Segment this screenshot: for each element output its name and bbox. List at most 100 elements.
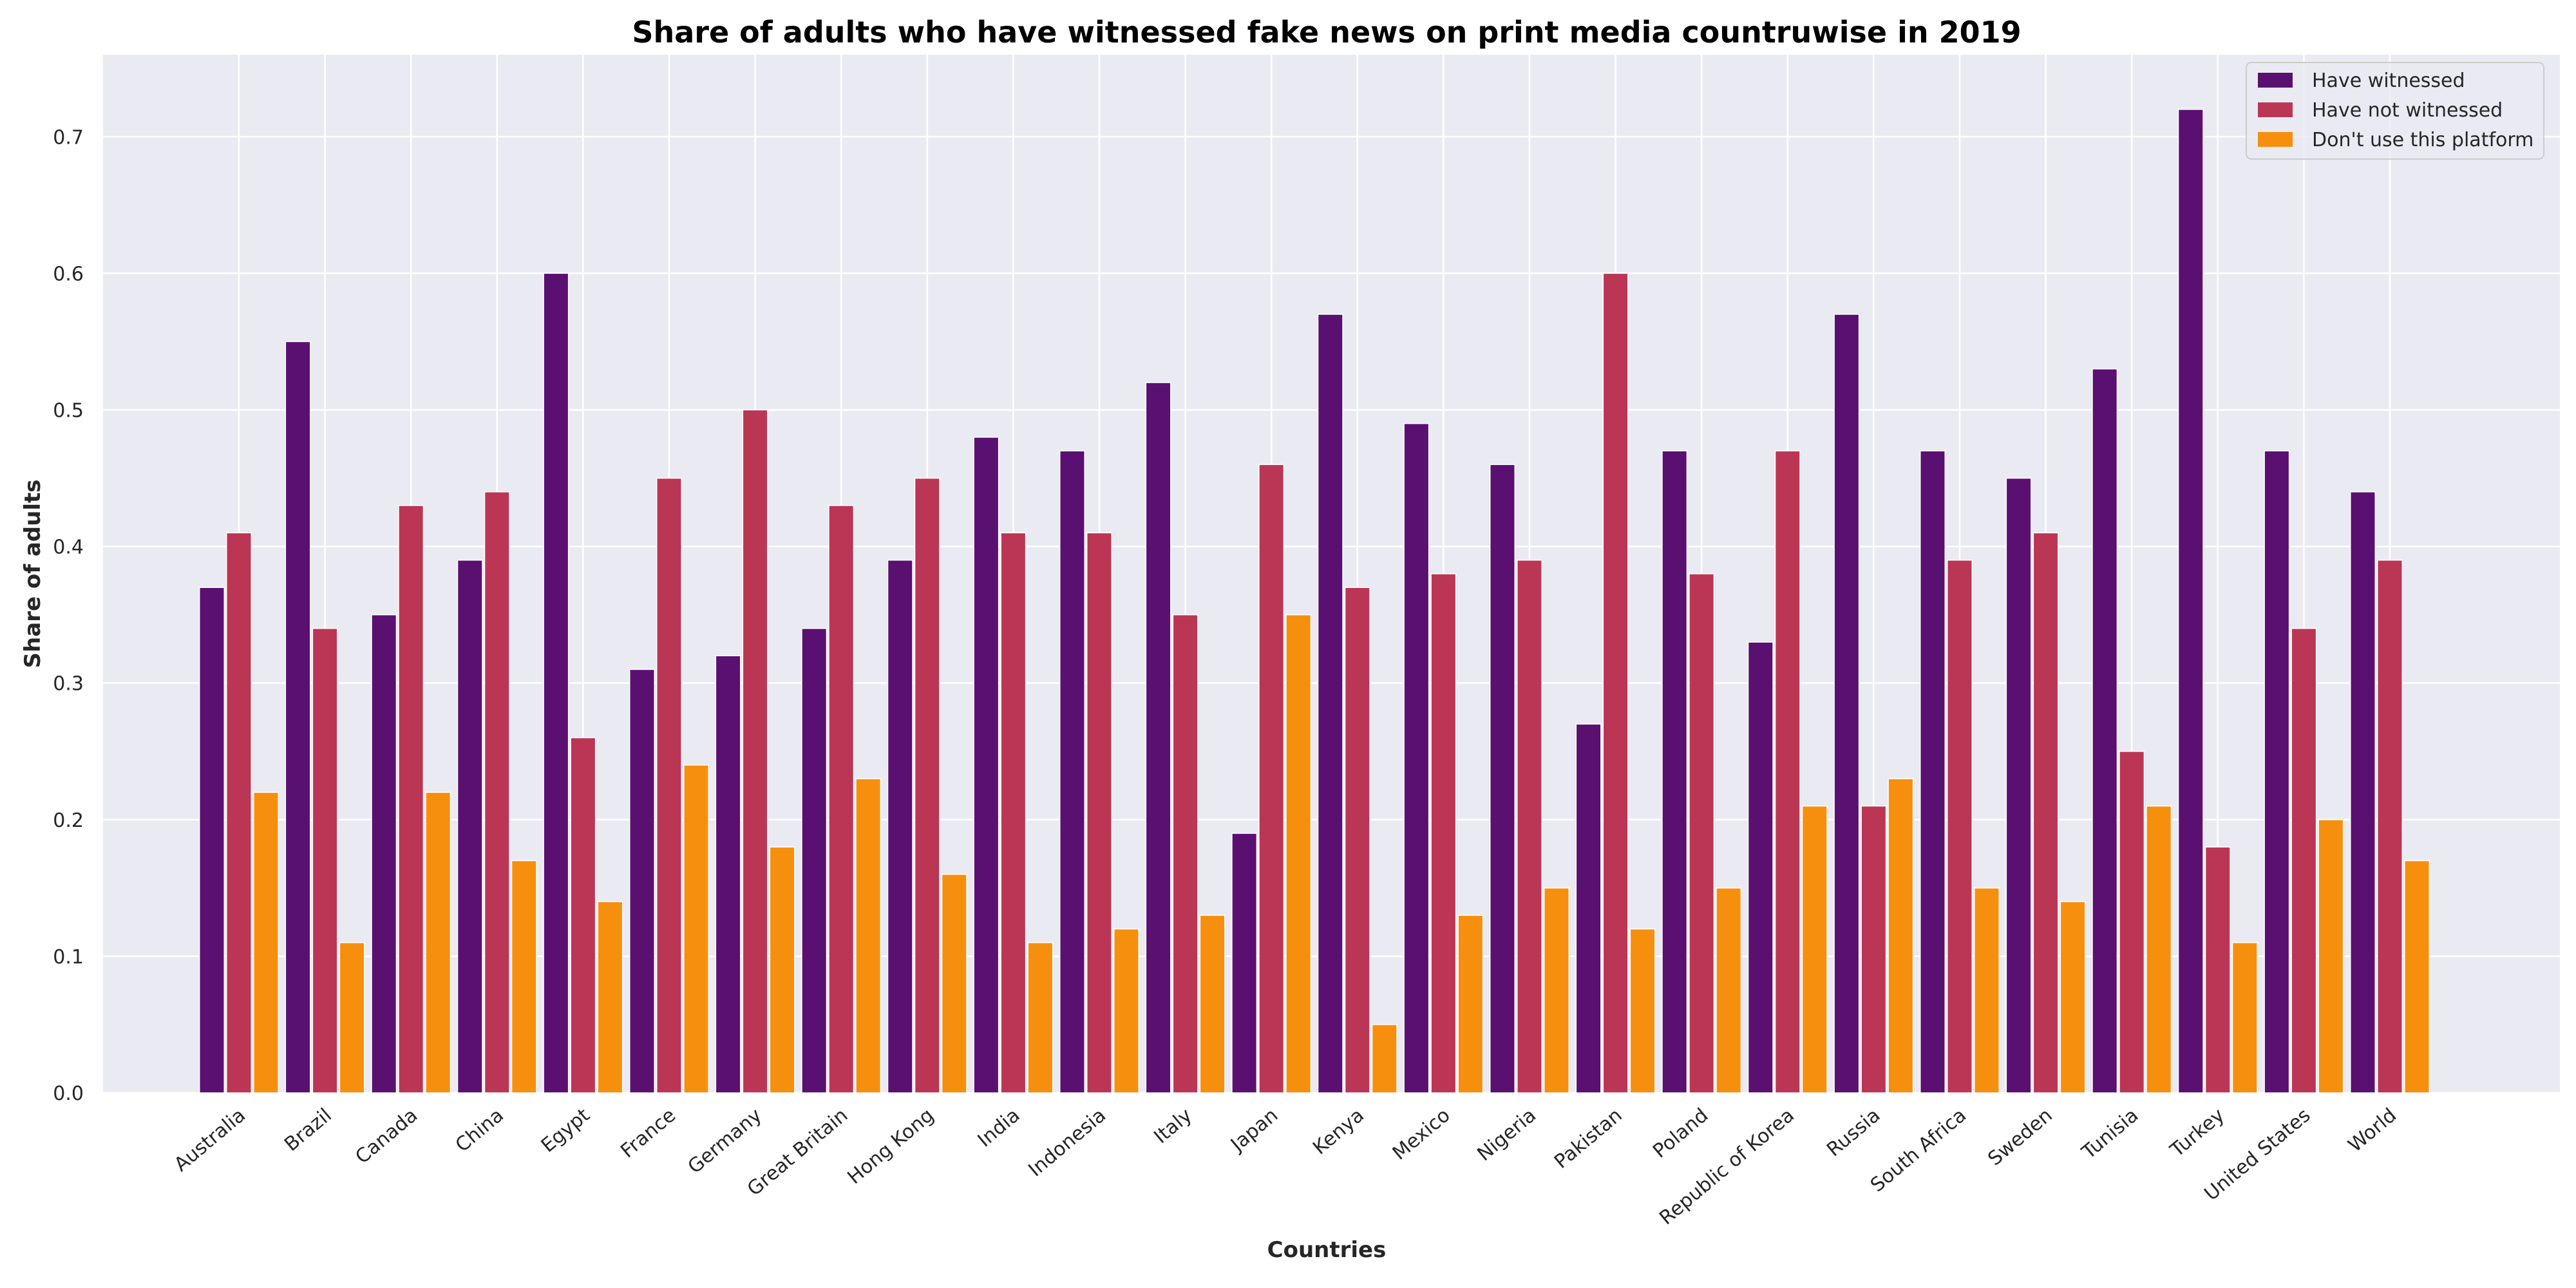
bar-kenya-series-1: [1344, 587, 1370, 1094]
chart-title: Share of adults who have witnessed fake …: [632, 15, 2021, 50]
bar-australia-series-1: [226, 532, 252, 1094]
bar-japan-series-1: [1258, 464, 1285, 1094]
legend-swatch: [2258, 102, 2293, 117]
bar-russia-series-0: [1833, 314, 1860, 1094]
legend: Have witnessed Have not witnessed Don't us…: [2246, 62, 2544, 160]
bar-tunisia-series-0: [2092, 368, 2118, 1094]
bar-australia-series-2: [253, 791, 279, 1094]
legend-swatch: [2258, 73, 2293, 88]
legend-label: Have not witnessed: [2312, 99, 2503, 122]
bar-pakistan-series-1: [1602, 272, 1629, 1094]
bar-south-africa-series-1: [1947, 560, 1973, 1094]
bar-japan-series-2: [1285, 614, 1312, 1094]
bar-turkey-series-1: [2204, 846, 2231, 1094]
bar-indonesia-series-2: [1113, 928, 1139, 1094]
bar-india-series-2: [1027, 942, 1054, 1094]
bar-canada-series-0: [371, 614, 397, 1094]
bar-india-series-0: [973, 437, 999, 1094]
y-tick-label: 0.2: [53, 810, 84, 832]
bar-canada-series-1: [398, 505, 424, 1094]
bar-republic-of-korea-series-2: [1801, 805, 1828, 1094]
bar-south-africa-series-2: [1974, 887, 2000, 1094]
bar-france-series-1: [656, 477, 682, 1094]
y-tick-label: 0.3: [53, 673, 84, 696]
bar-hong-kong-series-1: [914, 477, 940, 1094]
x-axis-label: Countries: [1267, 1237, 1387, 1263]
bar-great-britain-series-1: [828, 505, 855, 1094]
y-tick-label: 0.1: [53, 946, 84, 969]
bar-hong-kong-series-0: [887, 560, 913, 1094]
bar-india-series-1: [1000, 532, 1027, 1094]
bar-italy-series-2: [1199, 914, 1226, 1094]
bar-russia-series-2: [1888, 778, 1914, 1094]
bar-indonesia-series-0: [1059, 450, 1085, 1094]
bar-mexico-series-2: [1457, 914, 1484, 1094]
y-tick-label: 0.5: [53, 399, 84, 422]
bar-germany-series-2: [769, 846, 795, 1094]
bar-china-series-2: [511, 860, 537, 1094]
legend-swatch: [2258, 132, 2293, 147]
bar-tunisia-series-2: [2146, 805, 2172, 1094]
legend-box: [2246, 62, 2544, 160]
bar-brazil-series-0: [285, 341, 311, 1094]
bar-pakistan-series-0: [1575, 723, 1602, 1094]
bar-china-series-1: [484, 491, 510, 1094]
bars: [199, 109, 2430, 1094]
bar-south-africa-series-0: [1920, 450, 1946, 1094]
bar-poland-series-0: [1662, 450, 1688, 1094]
y-axis-label: Share of adults: [20, 480, 46, 668]
legend-label: Have witnessed: [2312, 70, 2465, 92]
y-axis-ticks: 0.0 0.1 0.2 0.3 0.4 0.5 0.6 0.7: [53, 126, 84, 1105]
bar-great-britain-series-0: [801, 628, 828, 1094]
bar-australia-series-0: [199, 587, 225, 1094]
bar-egypt-series-2: [597, 901, 623, 1094]
bar-united-states-series-1: [2291, 628, 2317, 1094]
bar-pakistan-series-2: [1629, 928, 1656, 1094]
bar-canada-series-2: [425, 791, 451, 1094]
bar-germany-series-0: [715, 655, 741, 1094]
bar-france-series-2: [683, 764, 709, 1094]
bar-japan-series-0: [1231, 833, 1258, 1094]
bar-france-series-0: [629, 668, 655, 1094]
y-tick-label: 0.4: [53, 536, 84, 559]
bar-hong-kong-series-2: [941, 873, 967, 1094]
bar-italy-series-1: [1172, 614, 1198, 1094]
bar-nigeria-series-1: [1517, 560, 1542, 1094]
bar-nigeria-series-0: [1490, 464, 1515, 1094]
bar-world-series-2: [2404, 860, 2430, 1094]
bar-sweden-series-0: [2005, 477, 2032, 1094]
bar-egypt-series-0: [543, 272, 569, 1094]
bar-tunisia-series-1: [2119, 750, 2145, 1094]
bar-united-states-series-2: [2318, 819, 2344, 1094]
bar-kenya-series-2: [1371, 1024, 1397, 1094]
bar-turkey-series-0: [2177, 109, 2204, 1094]
bar-italy-series-0: [1145, 382, 1171, 1094]
y-tick-label: 0.0: [53, 1083, 84, 1105]
bar-mexico-series-0: [1403, 422, 1430, 1094]
bar-poland-series-2: [1716, 887, 1742, 1094]
bar-poland-series-1: [1689, 573, 1715, 1094]
bar-egypt-series-1: [570, 737, 596, 1094]
bar-indonesia-series-1: [1086, 532, 1112, 1094]
bar-great-britain-series-2: [855, 778, 882, 1094]
y-tick-label: 0.6: [53, 263, 84, 285]
bar-sweden-series-1: [2032, 532, 2059, 1094]
bar-kenya-series-0: [1317, 314, 1343, 1094]
bar-brazil-series-2: [339, 942, 365, 1094]
bar-turkey-series-2: [2231, 942, 2258, 1094]
bar-united-states-series-0: [2264, 450, 2290, 1094]
bar-brazil-series-1: [312, 628, 338, 1094]
bar-mexico-series-1: [1430, 573, 1457, 1094]
bar-germany-series-1: [742, 409, 768, 1094]
bar-sweden-series-2: [2060, 901, 2086, 1094]
y-tick-label: 0.7: [53, 126, 84, 149]
bar-russia-series-1: [1861, 805, 1887, 1094]
bar-world-series-0: [2350, 491, 2376, 1094]
bar-china-series-0: [457, 560, 483, 1094]
bar-nigeria-series-2: [1544, 887, 1569, 1094]
legend-label: Don't use this platform: [2312, 129, 2533, 151]
bar-republic-of-korea-series-1: [1774, 450, 1801, 1094]
bar-republic-of-korea-series-0: [1747, 641, 1774, 1094]
bar-world-series-1: [2377, 560, 2403, 1094]
